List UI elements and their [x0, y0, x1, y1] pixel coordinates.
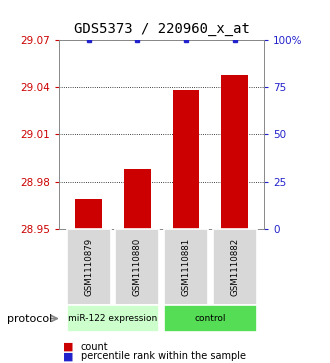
Bar: [75, 199, 102, 229]
Text: miR-122 expression: miR-122 expression: [68, 314, 158, 323]
Text: GSM1110882: GSM1110882: [230, 238, 239, 296]
Text: count: count: [81, 342, 109, 352]
Title: GDS5373 / 220960_x_at: GDS5373 / 220960_x_at: [74, 22, 249, 36]
Text: ■: ■: [63, 351, 73, 362]
Text: GSM1110879: GSM1110879: [84, 238, 93, 296]
Bar: [221, 74, 248, 229]
Text: protocol: protocol: [7, 314, 52, 323]
Text: GSM1110881: GSM1110881: [182, 238, 190, 296]
Text: percentile rank within the sample: percentile rank within the sample: [81, 351, 246, 362]
Text: GSM1110880: GSM1110880: [133, 238, 142, 296]
Text: ■: ■: [63, 342, 73, 352]
Bar: [124, 169, 151, 229]
Text: control: control: [195, 314, 226, 323]
Bar: [173, 90, 199, 229]
